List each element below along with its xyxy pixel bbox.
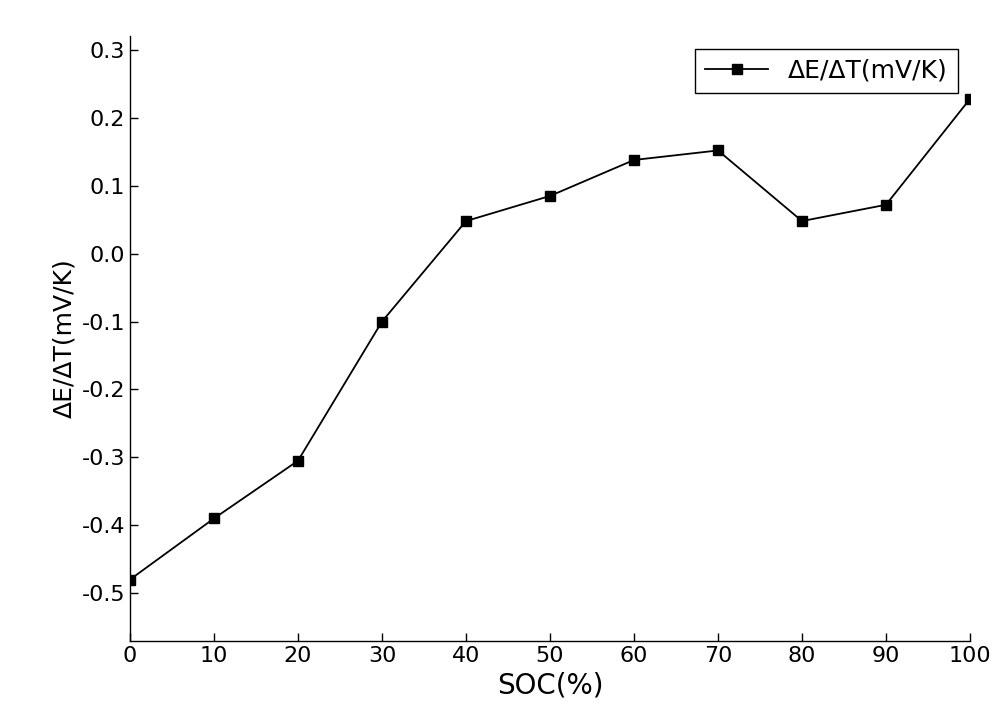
Line: ΔE/ΔT(mV/K): ΔE/ΔT(mV/K) bbox=[125, 94, 975, 585]
Y-axis label: ΔE/ΔT(mV/K): ΔE/ΔT(mV/K) bbox=[52, 258, 76, 419]
ΔE/ΔT(mV/K) bbox=[964, 95, 976, 103]
ΔE/ΔT(mV/K) bbox=[292, 456, 304, 465]
ΔE/ΔT(mV/K) bbox=[880, 200, 892, 209]
ΔE/ΔT(mV/K) bbox=[628, 156, 640, 165]
ΔE/ΔT(mV/K) bbox=[460, 217, 472, 226]
ΔE/ΔT(mV/K) bbox=[376, 317, 388, 326]
ΔE/ΔT(mV/K) bbox=[124, 575, 136, 584]
ΔE/ΔT(mV/K) bbox=[544, 191, 556, 200]
X-axis label: SOC(%): SOC(%) bbox=[497, 671, 603, 699]
ΔE/ΔT(mV/K) bbox=[796, 217, 808, 226]
ΔE/ΔT(mV/K) bbox=[208, 514, 220, 523]
Legend: ΔE/ΔT(mV/K): ΔE/ΔT(mV/K) bbox=[695, 49, 958, 93]
ΔE/ΔT(mV/K) bbox=[712, 146, 724, 155]
